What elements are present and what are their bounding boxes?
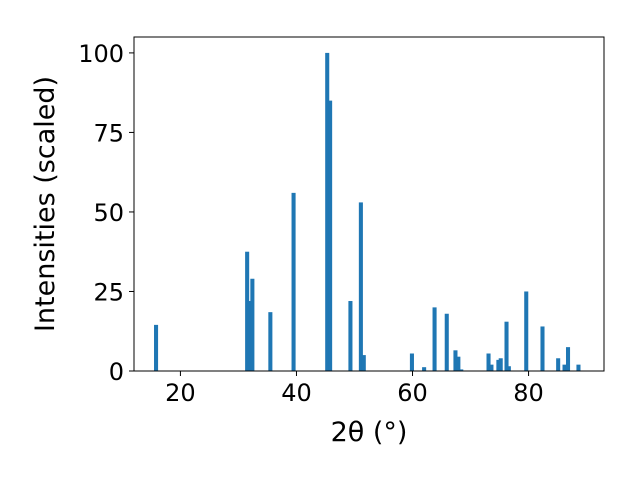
bar [432,307,437,371]
bars-group [154,52,581,372]
x-tick-label: 60 [397,379,428,407]
bar [486,353,491,371]
bar [506,366,511,371]
bar [496,359,501,371]
bar [524,291,529,371]
x-axis-label: 2θ (°) [331,417,408,448]
bar [154,324,159,371]
bar [325,52,330,372]
bar [562,364,567,371]
bar [250,278,255,371]
bar [444,313,449,371]
y-tick-label: 0 [109,358,124,386]
bar [556,358,561,371]
bar [248,301,253,371]
bar [540,326,545,371]
bar [328,100,333,371]
x-tick-label: 80 [513,379,544,407]
bar [245,251,250,371]
x-tick-label: 40 [281,379,312,407]
bar [291,192,296,371]
y-tick-label: 100 [78,40,124,68]
y-tick-label: 75 [93,119,124,147]
bar [498,358,503,371]
bar [348,301,353,371]
y-tick-label: 50 [93,199,124,227]
y-axis-ticks: 0 25 50 75 100 [78,40,134,386]
bar [409,353,414,371]
bar [453,350,458,371]
bar [456,356,461,371]
y-tick-label: 25 [93,278,124,306]
bar [361,355,366,371]
bar [422,367,427,371]
x-axis-ticks: 20 40 60 80 [165,371,544,407]
y-axis-label: Intensities (scaled) [30,76,61,332]
bar [268,312,273,371]
bar [459,369,464,371]
plot-frame [133,36,605,372]
bar [358,202,363,371]
bar [576,364,581,371]
bar [504,321,509,371]
bar [565,347,571,371]
x-tick-label: 20 [165,379,196,407]
bar [489,364,494,371]
